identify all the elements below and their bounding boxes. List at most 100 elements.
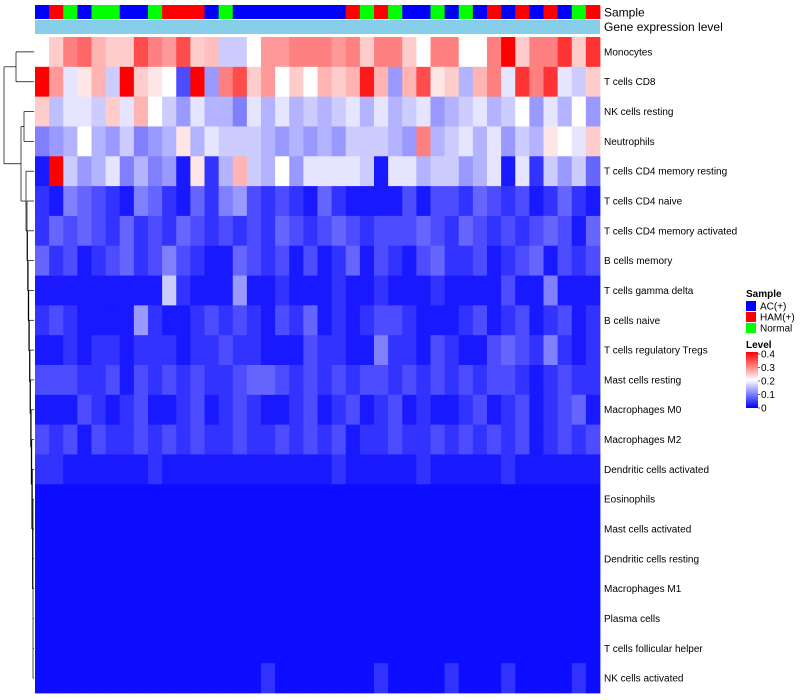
heatmap-cell [162,394,177,426]
heatmap-cell [303,275,318,306]
heatmap-cell [543,126,559,157]
legend: Sample AC(+)HAM(+)Normal Level 0.4 0.3 0.2… [746,289,795,415]
heatmap-cell [487,573,502,604]
heatmap-cell [458,633,474,664]
heatmap-cell [331,394,347,426]
heatmap-cell [345,66,361,98]
heatmap-cell [501,186,516,217]
heatmap-cell [374,245,389,276]
heatmap-cell [585,96,601,127]
heatmap-cell [543,603,559,634]
heatmap-cell [162,245,177,276]
heatmap-cell [49,156,64,187]
heatmap-cell [77,573,92,604]
heatmap-cell [585,424,601,455]
heatmap-cell [133,543,149,575]
heatmap-cell [176,245,191,276]
heatmap-cell [35,573,50,604]
heatmap-cell [416,365,431,396]
sample-annotation-cell [585,5,601,19]
heatmap-cell [162,126,177,157]
heatmap-cell [77,156,92,187]
heatmap-cell [557,454,573,485]
heatmap-cell [331,633,347,664]
row-label: T cells gamma delta [604,286,694,297]
heatmap-cell [416,186,431,217]
heatmap-cell [49,633,64,664]
heatmap-cell [317,424,333,455]
heatmap-cell [91,156,107,187]
heatmap-cell [501,603,516,634]
heatmap-cell [63,66,78,98]
heatmap-cell [345,663,361,694]
heatmap-cell [105,305,121,336]
sample-annotation-cell [63,5,78,19]
sample-annotation-cell [487,5,502,19]
heatmap-cell [176,275,191,306]
heatmap-cell [275,394,290,426]
heatmap-cell [388,394,403,426]
heatmap-cell [515,424,530,455]
heatmap-cell [148,156,163,187]
heatmap-cell [571,573,587,604]
heatmap-cell [529,245,544,276]
heatmap-cell [105,365,121,396]
heatmap-cell [501,663,516,694]
heatmap-cell [388,66,403,98]
heatmap-cell [345,335,361,366]
heatmap-cell [133,424,149,455]
heatmap-cell [119,245,135,276]
sample-annotation-cell [35,5,50,19]
heatmap-cell [232,484,248,515]
row-dendrogram [3,51,34,679]
heatmap-cell [303,37,318,68]
heatmap-cell [487,454,502,485]
heatmap-cell [430,96,446,127]
heatmap-cell [444,96,460,127]
heatmap-cell [232,275,248,306]
heatmap-cell [162,514,177,545]
sample-annotation-cell [345,5,361,19]
heatmap-cell [261,156,276,187]
heatmap-cell [133,454,149,485]
heatmap-cell [49,335,64,366]
heatmap-cell [515,156,530,187]
heatmap-cell [444,603,460,634]
heatmap-cell [529,66,544,98]
heatmap-cell [246,663,262,694]
heatmap-cell [204,126,220,157]
heatmap-cell [133,126,149,157]
heatmap-cell [176,335,191,366]
heatmap-cell [190,484,205,515]
sample-annotation-cell [529,5,544,19]
heatmap-cell [585,484,601,515]
heatmap-cell [416,633,431,664]
heatmap-cell [388,126,403,157]
heatmap-cell [359,663,375,694]
heatmap-cell [529,603,544,634]
heatmap-cell [487,126,502,157]
heatmap-cell [232,186,248,217]
heatmap-cell [416,663,431,694]
heatmap-cell [543,186,559,217]
heatmap-cell [487,275,502,306]
heatmap-cell [317,126,333,157]
heatmap-cell [261,305,276,336]
heatmap-cell [402,126,417,157]
heatmap-cell [261,275,276,306]
heatmap-cell [345,394,361,426]
heatmap-cell [345,245,361,276]
heatmap-cell [176,663,191,694]
heatmap-cell [275,365,290,396]
heatmap-cell [501,37,516,68]
heatmap-cell [133,37,149,68]
heatmap-cell [317,484,333,515]
heatmap-cell [501,245,516,276]
heatmap-cell [557,305,573,336]
heatmap-cell [359,424,375,455]
heatmap-cell [359,365,375,396]
heatmap-cell [148,365,163,396]
heatmap-cell [585,543,601,575]
heatmap-cell [416,454,431,485]
heatmap-cell [430,514,446,545]
